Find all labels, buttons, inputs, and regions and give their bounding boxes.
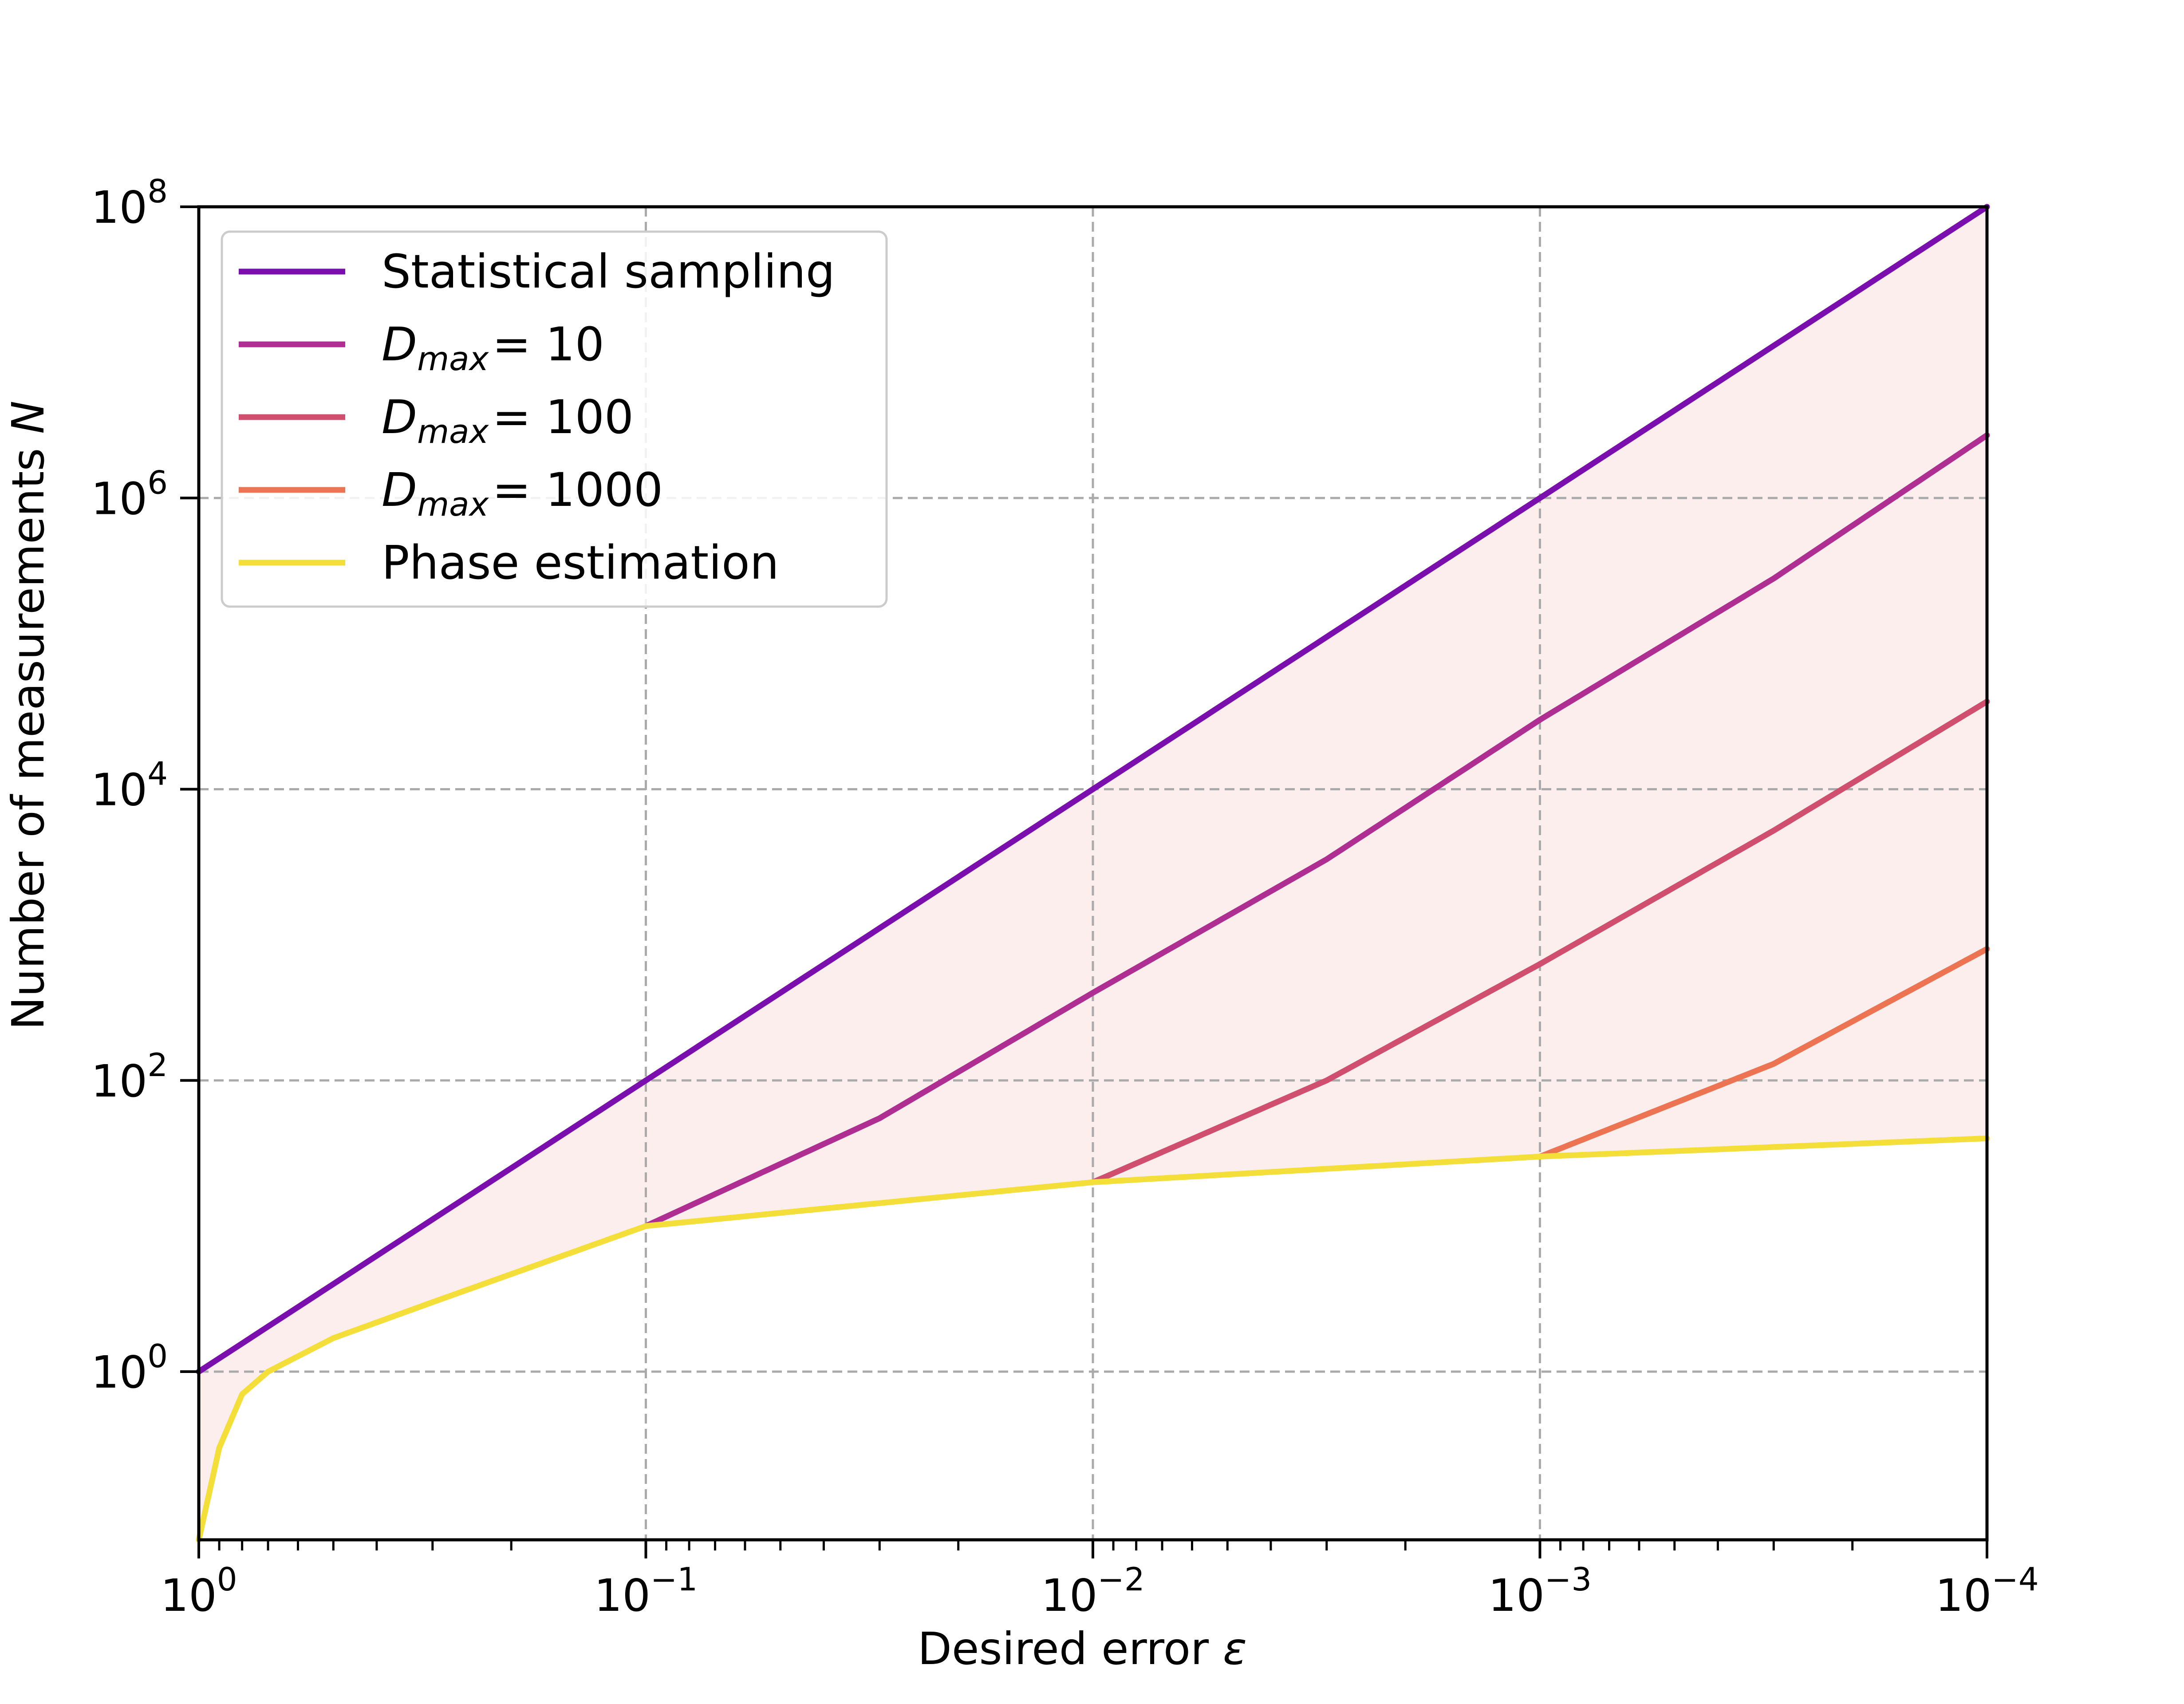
legend: Statistical sampling Dmax= 10 Dmax= 100 … [221,230,888,608]
x-tick-label: 10−4 [1935,1561,2038,1621]
legend-label-statistical-sampling: Statistical sampling [382,245,835,299]
series-line-1 [643,432,1990,1229]
y-tick-label: 106 [91,464,168,525]
y-axis-title: Number of measurements N [2,401,54,1030]
y-tick-label: 104 [91,755,168,816]
series-line-4 [196,1135,1990,1543]
x-axis-title-symbol: ε [1223,1623,1247,1675]
y-tick-label: 100 [91,1337,168,1398]
legend-label-dmax-1000: Dmax= 1000 [382,463,663,524]
series-layer [196,204,1990,1543]
x-tick-label: 10−3 [1488,1561,1592,1621]
legend-box [221,230,888,608]
y-axis-title-text: Number of measurements [2,448,54,1030]
series-line-3 [1537,946,1990,1160]
x-axis-title: Desired error ε [918,1623,1247,1675]
series-line-2 [1090,698,1990,1185]
x-tick-label: 10−1 [594,1561,698,1621]
x-axis-title-text: Desired error [918,1623,1209,1675]
series-line-0 [196,204,1990,1375]
y-axis-title-symbol: N [2,401,54,434]
tick-label-layer: 100 10−1 10−2 10−3 10−4 100 102 104 106 108 [91,173,2039,1621]
y-tick-label: 108 [91,173,168,233]
legend-label-phase-estimation: Phase estimation [382,536,779,590]
x-tick-label: 100 [160,1561,237,1621]
legend-label-dmax-100: Dmax= 100 [382,390,634,451]
y-tick-label: 102 [91,1046,168,1107]
legend-label-dmax-10: Dmax= 10 [382,317,604,378]
tick-layer [180,205,1988,1558]
x-tick-label: 10−2 [1041,1561,1144,1621]
